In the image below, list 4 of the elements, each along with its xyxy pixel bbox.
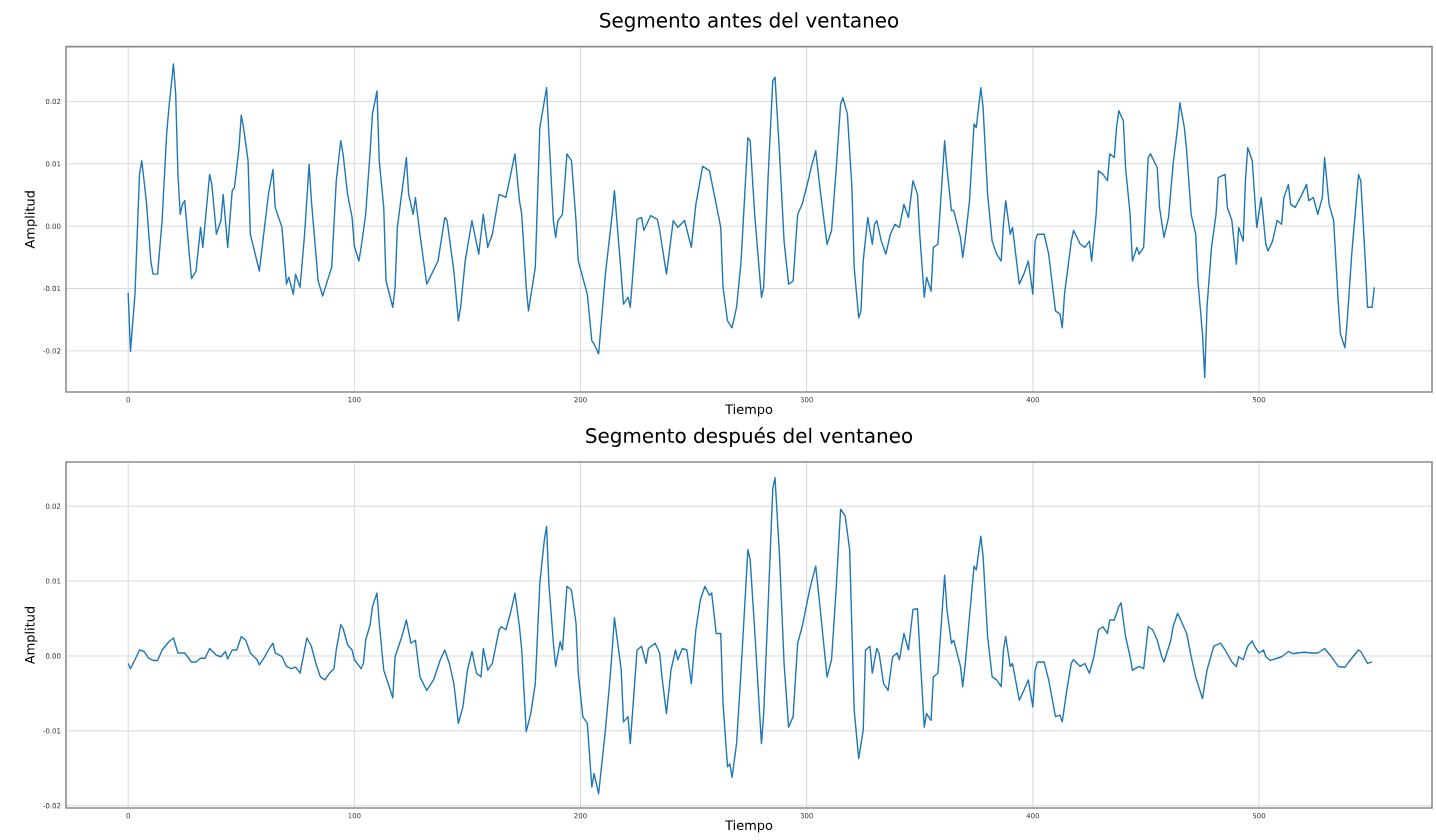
line-series [127,477,1373,795]
line-series [127,63,1376,379]
chart-title: Segmento antes del ventaneo [600,12,899,32]
chart-title: Segmento después del ventaneo [586,427,913,448]
